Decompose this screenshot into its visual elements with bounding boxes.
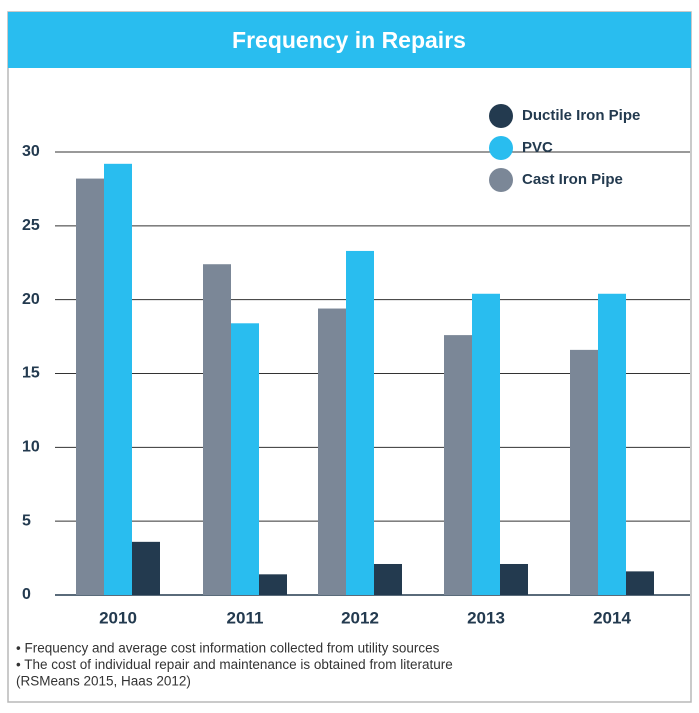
bar: [570, 349, 598, 595]
footnote: • The cost of individual repair and main…: [16, 657, 453, 672]
footnote: • Frequency and average cost information…: [16, 641, 440, 656]
legend-swatch: [489, 136, 513, 160]
bar: [231, 323, 259, 595]
legend-label: Ductile Iron Pipe: [522, 107, 640, 124]
bar: [374, 563, 402, 595]
bar: [472, 293, 500, 595]
y-tick-label: 15: [22, 365, 40, 382]
bar: [318, 308, 346, 595]
x-tick-label: 2011: [227, 608, 264, 627]
y-tick-label: 0: [22, 586, 31, 603]
bar: [346, 250, 374, 596]
bar: [444, 335, 472, 595]
y-tick-label: 5: [22, 512, 31, 529]
bar: [104, 163, 132, 595]
title-bar: [8, 12, 691, 68]
bar: [626, 571, 654, 595]
bar: [76, 178, 104, 595]
x-tick-label: 2012: [341, 608, 379, 627]
bar: [203, 264, 231, 595]
bar: [598, 293, 626, 595]
legend-swatch: [489, 104, 513, 128]
legend-swatch: [489, 168, 513, 192]
chart-title: Frequency in Repairs: [232, 27, 466, 53]
bar: [500, 563, 528, 595]
legend-label: PVC: [522, 139, 553, 156]
bar: [132, 541, 160, 595]
x-tick-label: 2014: [593, 608, 631, 627]
y-tick-label: 25: [22, 217, 40, 234]
legend-label: Cast Iron Pipe: [522, 171, 623, 188]
y-tick-label: 20: [22, 291, 40, 308]
x-tick-label: 2013: [467, 608, 505, 627]
y-tick-label: 30: [22, 143, 40, 160]
footnote: (RSMeans 2015, Haas 2012): [16, 674, 191, 689]
x-tick-label: 2010: [99, 608, 137, 627]
bar: [259, 574, 287, 595]
y-tick-label: 10: [22, 439, 40, 456]
